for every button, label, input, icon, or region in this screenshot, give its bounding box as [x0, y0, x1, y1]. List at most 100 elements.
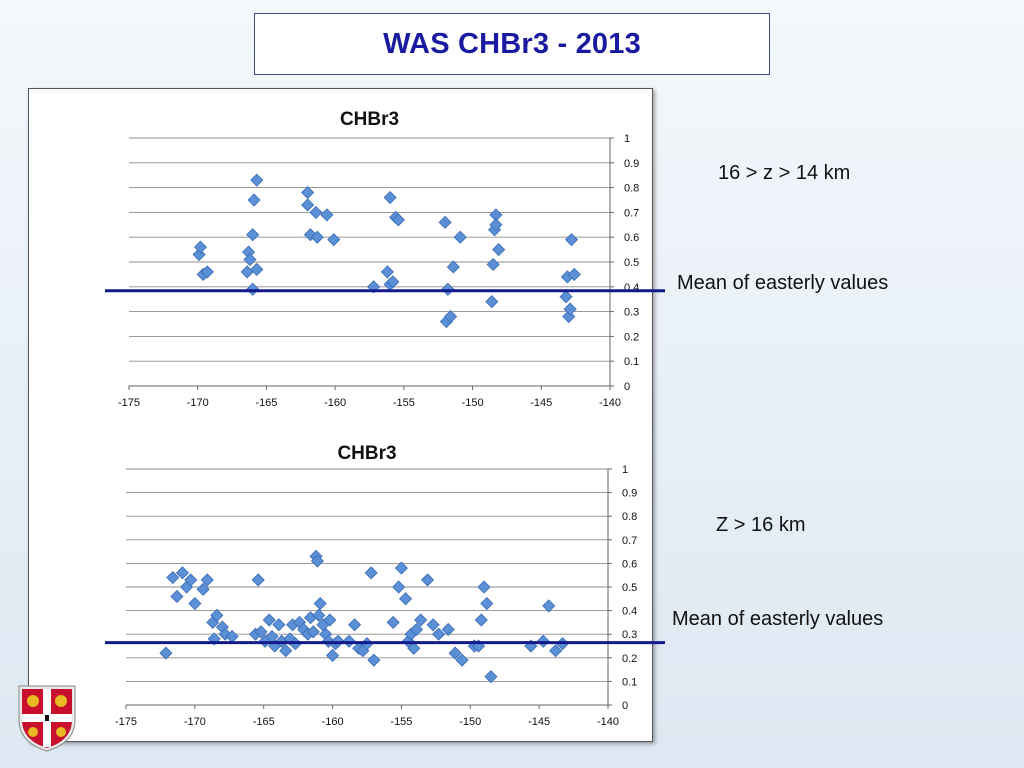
- x-tick-label: -170: [187, 397, 209, 409]
- y-tick-label: 0.2: [622, 653, 637, 665]
- chart-1: CHBr3 0 0.1 0.2 0.3 0.4 0.5 0.6 0.7 0.8 0.9 1 -175 -1…: [118, 109, 639, 409]
- data-point: [438, 215, 452, 229]
- x-tick-label: -175: [115, 716, 137, 728]
- data-point: [386, 615, 400, 629]
- data-point: [200, 265, 214, 279]
- slide-title: WAS CHBr3 - 2013: [383, 27, 641, 60]
- data-point: [184, 573, 198, 587]
- data-point: [477, 580, 491, 594]
- y-tick-label: 0.9: [624, 158, 639, 170]
- y-tick-label: 0.6: [622, 558, 637, 570]
- data-point: [310, 554, 324, 568]
- data-point: [326, 648, 340, 663]
- x-tick-label: -140: [597, 716, 619, 728]
- data-point: [192, 247, 206, 262]
- data-point: [279, 644, 293, 658]
- data-point: [310, 230, 324, 244]
- y-tick-label: 0.6: [624, 232, 639, 244]
- y-tick-label: 0.2: [624, 331, 639, 343]
- data-point: [246, 228, 260, 242]
- data-point: [444, 309, 458, 324]
- y-tick-label: 0.4: [622, 606, 637, 618]
- data-point: [480, 596, 494, 611]
- chart-2: CHBr3 0 0.1 0.2 0.3 0.4 0.5 0.6 0.7 0.8 0.9 1 -175 -1…: [115, 443, 637, 728]
- data-point: [193, 240, 208, 254]
- data-point: [196, 582, 210, 596]
- x-tick-label: -155: [390, 716, 412, 728]
- university-crest-icon: [18, 685, 76, 752]
- data-point: [410, 622, 424, 637]
- x-tick-label: -150: [459, 716, 481, 728]
- panel2-mean-label: Mean of easterly values: [672, 608, 884, 630]
- data-point: [524, 639, 538, 653]
- data-point: [251, 573, 265, 587]
- data-point: [166, 570, 180, 585]
- data-point: [441, 622, 455, 637]
- data-point: [414, 613, 428, 627]
- x-tick-label: -150: [462, 397, 484, 409]
- data-point: [240, 265, 254, 279]
- data-point: [272, 618, 286, 632]
- data-point: [564, 233, 579, 247]
- data-point: [536, 634, 550, 648]
- data-point: [563, 302, 577, 316]
- chart-panel: CHBr3 0 0.1 0.2 0.3 0.4 0.5 0.6 0.7 0.8 0.9 1 -175 -1…: [28, 88, 653, 742]
- data-point: [327, 233, 341, 247]
- data-point: [159, 646, 173, 660]
- data-point: [441, 282, 455, 296]
- data-point: [567, 267, 581, 281]
- y-tick-label: 0.3: [622, 629, 637, 641]
- data-point: [312, 608, 326, 622]
- x-tick-label: -145: [528, 716, 550, 728]
- data-point: [492, 243, 506, 257]
- data-point: [188, 596, 202, 611]
- data-point: [309, 205, 323, 219]
- y-tick-label: 0.1: [624, 356, 639, 368]
- y-tick-label: 0.5: [624, 257, 639, 269]
- data-point: [426, 618, 440, 632]
- data-point: [383, 190, 397, 205]
- data-point: [348, 618, 362, 632]
- x-tick-label: -165: [253, 716, 275, 728]
- data-point: [484, 670, 498, 684]
- data-point: [210, 608, 224, 622]
- data-point: [303, 228, 317, 242]
- data-point: [243, 252, 257, 267]
- data-point: [367, 653, 381, 667]
- x-tick-label: -160: [322, 716, 344, 728]
- x-tick-label: -175: [118, 397, 140, 409]
- data-point: [254, 625, 268, 639]
- chart-2-title: CHBr3: [337, 443, 396, 464]
- data-point: [313, 596, 327, 611]
- data-point: [364, 566, 378, 580]
- panel1-altitude-label: 16 > z > 14 km: [718, 162, 851, 184]
- y-tick-label: 1: [624, 133, 630, 145]
- y-tick-label: 0.3: [624, 307, 639, 319]
- data-point: [246, 282, 260, 296]
- data-point: [323, 613, 337, 627]
- data-point: [446, 260, 460, 274]
- y-tick-label: 0.4: [624, 282, 639, 294]
- data-point: [407, 641, 421, 655]
- data-point: [398, 592, 413, 606]
- x-tick-label: -165: [255, 397, 277, 409]
- y-tick-label: 0.9: [622, 488, 637, 500]
- data-point: [486, 257, 500, 272]
- data-point: [320, 208, 334, 222]
- data-point: [455, 653, 469, 667]
- x-tick-label: -170: [184, 716, 206, 728]
- data-point: [485, 295, 499, 309]
- data-point: [448, 646, 462, 660]
- data-point: [391, 213, 405, 227]
- panel2-altitude-label: Z > 16 km: [716, 514, 806, 536]
- data-point: [367, 280, 381, 294]
- y-tick-label: 0: [622, 700, 628, 712]
- data-point: [200, 573, 214, 587]
- data-point: [247, 193, 261, 207]
- y-tick-label: 0.8: [624, 183, 639, 195]
- data-point: [170, 589, 184, 604]
- data-point: [306, 625, 320, 639]
- y-tick-label: 0.7: [624, 207, 639, 219]
- y-tick-label: 1: [622, 464, 628, 476]
- y-tick-label: 0.1: [622, 676, 637, 688]
